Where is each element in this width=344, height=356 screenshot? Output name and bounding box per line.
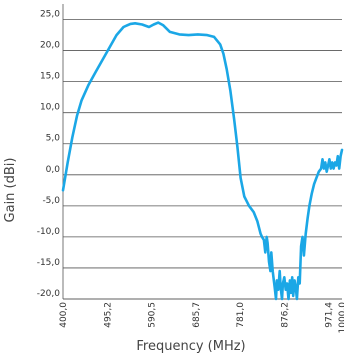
y-tick-label: -20,0 [37,289,61,299]
x-tick-label: 1000,0 [338,302,344,334]
x-tick-label: 685,7 [192,302,202,328]
grid-lines [63,19,342,300]
x-tick-label: 876,2 [280,302,290,328]
y-tick-label: 25,0 [40,10,60,20]
x-tick-label: 971,4 [325,302,335,328]
gain-series-line [61,21,344,301]
y-tick-label: 5,0 [46,134,61,144]
y-axis-label: Gain (dBi) [3,158,18,223]
y-tick-label: -10,0 [37,227,61,237]
y-tick-label: 0,0 [46,165,61,175]
x-tick-label: 781,0 [236,302,246,328]
x-tick-label: 400,0 [59,302,69,328]
x-axis-label: Frequency (MHz) [136,339,245,354]
axes [62,4,342,300]
y-tick-label: 15,0 [40,72,60,82]
x-tick-labels: 400,0 495,2 590,5 685,7 781,0 876,2 971,4 1000,… [59,302,344,334]
y-tick-label: 20,0 [40,41,60,51]
y-tick-label: -5,0 [42,196,60,206]
x-tick-label: 590,5 [148,302,158,328]
y-tick-label: 10,0 [40,103,60,113]
y-tick-labels: -20,0 -15,0 -10,0 -5,0 0,0 5,0 10,0 15,0 20,0 25,… [37,10,61,299]
series-layer [61,21,344,301]
y-tick-label: -15,0 [37,258,61,268]
x-tick-label: 495,2 [103,302,113,328]
